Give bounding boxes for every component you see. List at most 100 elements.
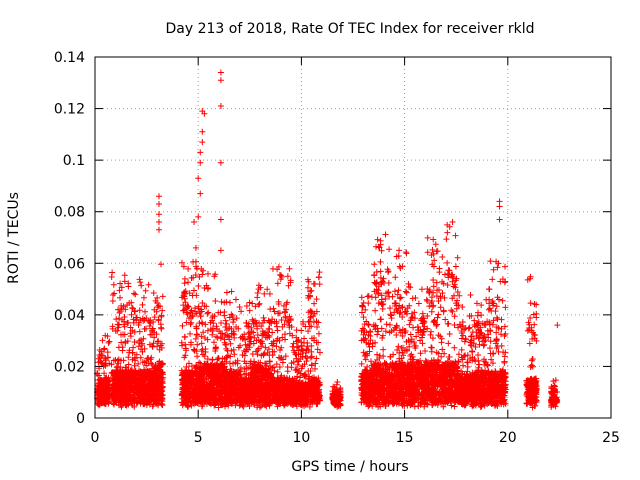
data-point xyxy=(374,331,381,338)
data-point xyxy=(133,351,140,358)
data-point xyxy=(379,301,386,308)
data-point xyxy=(205,309,212,316)
data-point xyxy=(372,307,379,314)
data-point xyxy=(147,317,154,324)
data-point xyxy=(109,298,116,305)
data-point xyxy=(307,307,314,314)
data-point xyxy=(104,349,111,356)
data-point xyxy=(403,289,410,296)
data-point xyxy=(188,385,195,392)
data-point xyxy=(145,281,152,288)
data-point xyxy=(180,307,187,314)
data-point xyxy=(192,272,199,279)
data-point xyxy=(113,316,120,323)
data-point xyxy=(228,288,235,295)
data-point xyxy=(184,403,191,410)
data-point xyxy=(121,278,128,285)
data-point xyxy=(105,339,112,346)
data-point xyxy=(313,324,320,331)
data-point xyxy=(388,315,395,322)
data-point xyxy=(194,353,201,360)
data-point xyxy=(116,315,123,322)
data-point xyxy=(110,281,117,288)
data-point xyxy=(377,316,384,323)
data-point xyxy=(200,267,207,274)
data-point xyxy=(130,319,137,326)
data-point xyxy=(158,325,165,332)
data-point xyxy=(226,360,233,367)
data-point xyxy=(121,331,128,338)
data-point xyxy=(193,375,200,382)
data-point xyxy=(232,296,239,303)
data-point xyxy=(131,362,138,369)
data-point xyxy=(142,374,149,381)
data-point xyxy=(120,318,127,325)
data-point xyxy=(104,396,111,403)
data-point xyxy=(125,280,132,287)
data-point xyxy=(185,279,192,286)
data-point xyxy=(102,357,109,364)
data-point xyxy=(155,382,162,389)
data-point xyxy=(185,403,192,410)
data-point xyxy=(124,377,131,384)
data-point xyxy=(301,335,308,342)
data-point xyxy=(155,302,162,309)
data-point xyxy=(261,290,268,297)
data-point xyxy=(181,333,188,340)
data-point xyxy=(158,400,165,407)
data-point xyxy=(189,313,196,320)
data-point xyxy=(109,323,116,330)
data-point xyxy=(380,346,387,353)
data-point xyxy=(360,314,367,321)
data-point xyxy=(159,307,166,314)
data-point xyxy=(183,363,190,370)
data-point xyxy=(120,357,127,364)
data-point xyxy=(284,273,291,280)
data-point xyxy=(334,378,341,385)
data-point xyxy=(179,322,186,329)
data-point xyxy=(132,394,139,401)
data-point xyxy=(124,302,131,309)
data-point xyxy=(151,314,158,321)
data-point xyxy=(185,303,192,310)
data-point xyxy=(359,302,366,309)
data-point xyxy=(223,289,230,296)
data-point xyxy=(138,378,145,385)
data-point xyxy=(199,271,206,278)
data-point xyxy=(371,261,378,268)
data-point xyxy=(131,308,138,315)
data-point xyxy=(109,292,116,299)
data-point xyxy=(279,359,286,366)
data-point xyxy=(121,387,128,394)
data-point xyxy=(116,309,123,316)
data-point xyxy=(152,387,159,394)
data-point xyxy=(383,321,390,328)
data-point xyxy=(137,279,144,286)
data-point xyxy=(102,332,109,339)
data-point xyxy=(153,367,160,374)
data-point xyxy=(127,333,134,340)
data-point xyxy=(144,383,151,390)
data-point xyxy=(289,343,296,350)
data-point xyxy=(108,361,115,368)
data-point xyxy=(185,360,192,367)
data-point xyxy=(193,364,200,371)
data-point xyxy=(238,308,245,315)
data-point xyxy=(108,273,115,280)
data-point xyxy=(226,299,233,306)
data-point xyxy=(196,320,203,327)
data-point xyxy=(121,313,128,320)
data-point xyxy=(136,307,143,314)
data-point xyxy=(202,321,209,328)
data-point xyxy=(115,360,122,367)
data-point xyxy=(157,389,164,396)
data-point xyxy=(195,305,202,312)
data-point xyxy=(96,394,103,401)
data-point xyxy=(308,323,315,330)
data-point xyxy=(129,304,136,311)
data-point xyxy=(188,402,195,409)
data-point xyxy=(158,395,165,402)
data-point xyxy=(115,306,122,313)
data-point xyxy=(159,293,166,300)
data-point xyxy=(179,342,186,349)
